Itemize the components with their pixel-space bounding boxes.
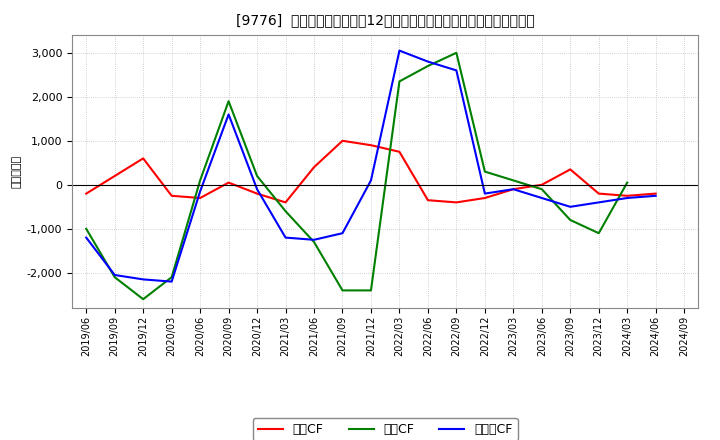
営業CF [480,195,489,201]
営業CF [395,149,404,154]
フリーCF [509,187,518,192]
営業CF [595,191,603,196]
投資CF [82,226,91,231]
営業CF [452,200,461,205]
フリーCF [595,200,603,205]
フリーCF [253,187,261,192]
フリーCF [566,204,575,209]
フリーCF [167,279,176,284]
投資CF [167,275,176,280]
投資CF [253,173,261,179]
営業CF [366,143,375,148]
フリーCF [225,112,233,117]
フリーCF [395,48,404,53]
フリーCF [110,272,119,278]
投資CF [110,275,119,280]
投資CF [423,63,432,69]
営業CF [338,138,347,143]
フリーCF [623,195,631,201]
投資CF [537,187,546,192]
フリーCF [310,237,318,242]
営業CF [196,195,204,201]
営業CF [566,167,575,172]
営業CF [537,182,546,187]
フリーCF [537,195,546,201]
営業CF [310,165,318,170]
営業CF [139,156,148,161]
投資CF [139,297,148,302]
営業CF [82,191,91,196]
フリーCF [480,191,489,196]
投資CF [480,169,489,174]
Y-axis label: （百万円）: （百万円） [11,155,21,188]
フリーCF [196,189,204,194]
フリーCF [366,178,375,183]
Line: 営業CF: 営業CF [86,141,656,202]
投資CF [566,217,575,223]
営業CF [423,198,432,203]
投資CF [509,178,518,183]
フリーCF [338,231,347,236]
営業CF [652,191,660,196]
投資CF [366,288,375,293]
投資CF [623,180,631,185]
フリーCF [423,59,432,64]
投資CF [282,209,290,214]
営業CF [253,191,261,196]
営業CF [225,180,233,185]
Line: 投資CF: 投資CF [86,53,627,299]
フリーCF [139,277,148,282]
投資CF [452,50,461,55]
フリーCF [282,235,290,240]
投資CF [310,239,318,245]
フリーCF [82,235,91,240]
投資CF [196,178,204,183]
Title: [9776]  キャッシュフローの12か月移動合計の対前年同期増減額の推移: [9776] キャッシュフローの12か月移動合計の対前年同期増減額の推移 [236,13,534,27]
投資CF [338,288,347,293]
投資CF [395,79,404,84]
Line: フリーCF: フリーCF [86,51,656,282]
Legend: 営業CF, 投資CF, フリーCF: 営業CF, 投資CF, フリーCF [253,418,518,440]
投資CF [595,231,603,236]
営業CF [110,173,119,179]
投資CF [225,99,233,104]
営業CF [509,187,518,192]
営業CF [167,193,176,198]
営業CF [282,200,290,205]
フリーCF [652,193,660,198]
営業CF [623,193,631,198]
フリーCF [452,68,461,73]
